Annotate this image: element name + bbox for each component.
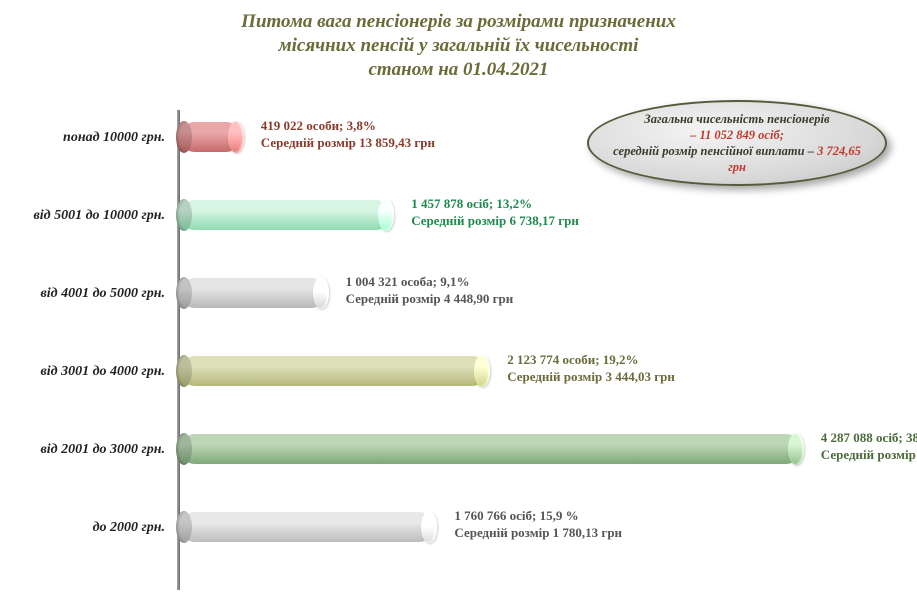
value-avg: Середній розмір 2 477,28 грн bbox=[821, 447, 917, 464]
value-avg: Середній розмір 3 444,03 грн bbox=[507, 369, 675, 386]
value-count: 419 022 особи; 3,8% bbox=[261, 118, 376, 133]
title-line-1: Питома вага пенсіонерів за розмірами при… bbox=[241, 11, 676, 32]
bar-chart: понад 10000 грн. 419 022 особи; 3,8% Серед… bbox=[0, 110, 917, 590]
value-count: 2 123 774 особи; 19,2% bbox=[507, 352, 638, 367]
value-avg: Середній розмір 6 738,17 грн bbox=[411, 213, 579, 230]
bar bbox=[180, 122, 241, 152]
title-line-3: станом на 01.04.2021 bbox=[368, 59, 548, 80]
bar bbox=[180, 434, 801, 464]
bar-row: від 2001 до 3000 грн. 4 287 088 осіб; 38,… bbox=[0, 428, 917, 474]
category-label: від 5001 до 10000 грн. bbox=[0, 208, 165, 224]
value-avg: Середній розмір 13 859,43 грн bbox=[261, 135, 435, 152]
value-label: 1 004 321 особа; 9,1% Середній розмір 4 4… bbox=[346, 274, 514, 308]
value-label: 1 457 878 осіб; 13,2% Середній розмір 6 7… bbox=[411, 196, 579, 230]
bar bbox=[180, 356, 487, 386]
bar-row: понад 10000 грн. 419 022 особи; 3,8% Серед… bbox=[0, 116, 917, 162]
value-count: 1 760 766 осіб; 15,9 % bbox=[454, 508, 578, 523]
bar bbox=[180, 200, 391, 230]
category-label: від 4001 до 5000 грн. bbox=[0, 286, 165, 302]
value-label: 1 760 766 осіб; 15,9 % Середній розмір 1 … bbox=[454, 508, 622, 542]
value-label: 4 287 088 осіб; 38,8% Середній розмір 2 4… bbox=[821, 430, 917, 464]
value-count: 1 004 321 особа; 9,1% bbox=[346, 274, 470, 289]
bar bbox=[180, 512, 434, 542]
bar-row: від 5001 до 10000 грн. 1 457 878 осіб; 13… bbox=[0, 194, 917, 240]
category-label: до 2000 грн. bbox=[0, 520, 165, 536]
value-avg: Середній розмір 1 780,13 грн bbox=[454, 525, 622, 542]
value-label: 419 022 особи; 3,8% Середній розмір 13 85… bbox=[261, 118, 435, 152]
value-count: 4 287 088 осіб; 38,8% bbox=[821, 430, 917, 445]
category-label: понад 10000 грн. bbox=[0, 130, 165, 146]
bar bbox=[180, 278, 326, 308]
title-line-2: місячних пенсій у загальній їх чисельнос… bbox=[279, 35, 639, 56]
category-label: від 2001 до 3000 грн. bbox=[0, 442, 165, 458]
value-count: 1 457 878 осіб; 13,2% bbox=[411, 196, 532, 211]
value-label: 2 123 774 особи; 19,2% Середній розмір 3 … bbox=[507, 352, 675, 386]
category-label: від 3001 до 4000 грн. bbox=[0, 364, 165, 380]
bar-row: до 2000 грн. 1 760 766 осіб; 15,9 % Середн… bbox=[0, 506, 917, 552]
chart-title: Питома вага пенсіонерів за розмірами при… bbox=[0, 0, 917, 81]
bar-row: від 3001 до 4000 грн. 2 123 774 особи; 19… bbox=[0, 350, 917, 396]
value-avg: Середній розмір 4 448,90 грн bbox=[346, 291, 514, 308]
bar-row: від 4001 до 5000 грн. 1 004 321 особа; 9,… bbox=[0, 272, 917, 318]
